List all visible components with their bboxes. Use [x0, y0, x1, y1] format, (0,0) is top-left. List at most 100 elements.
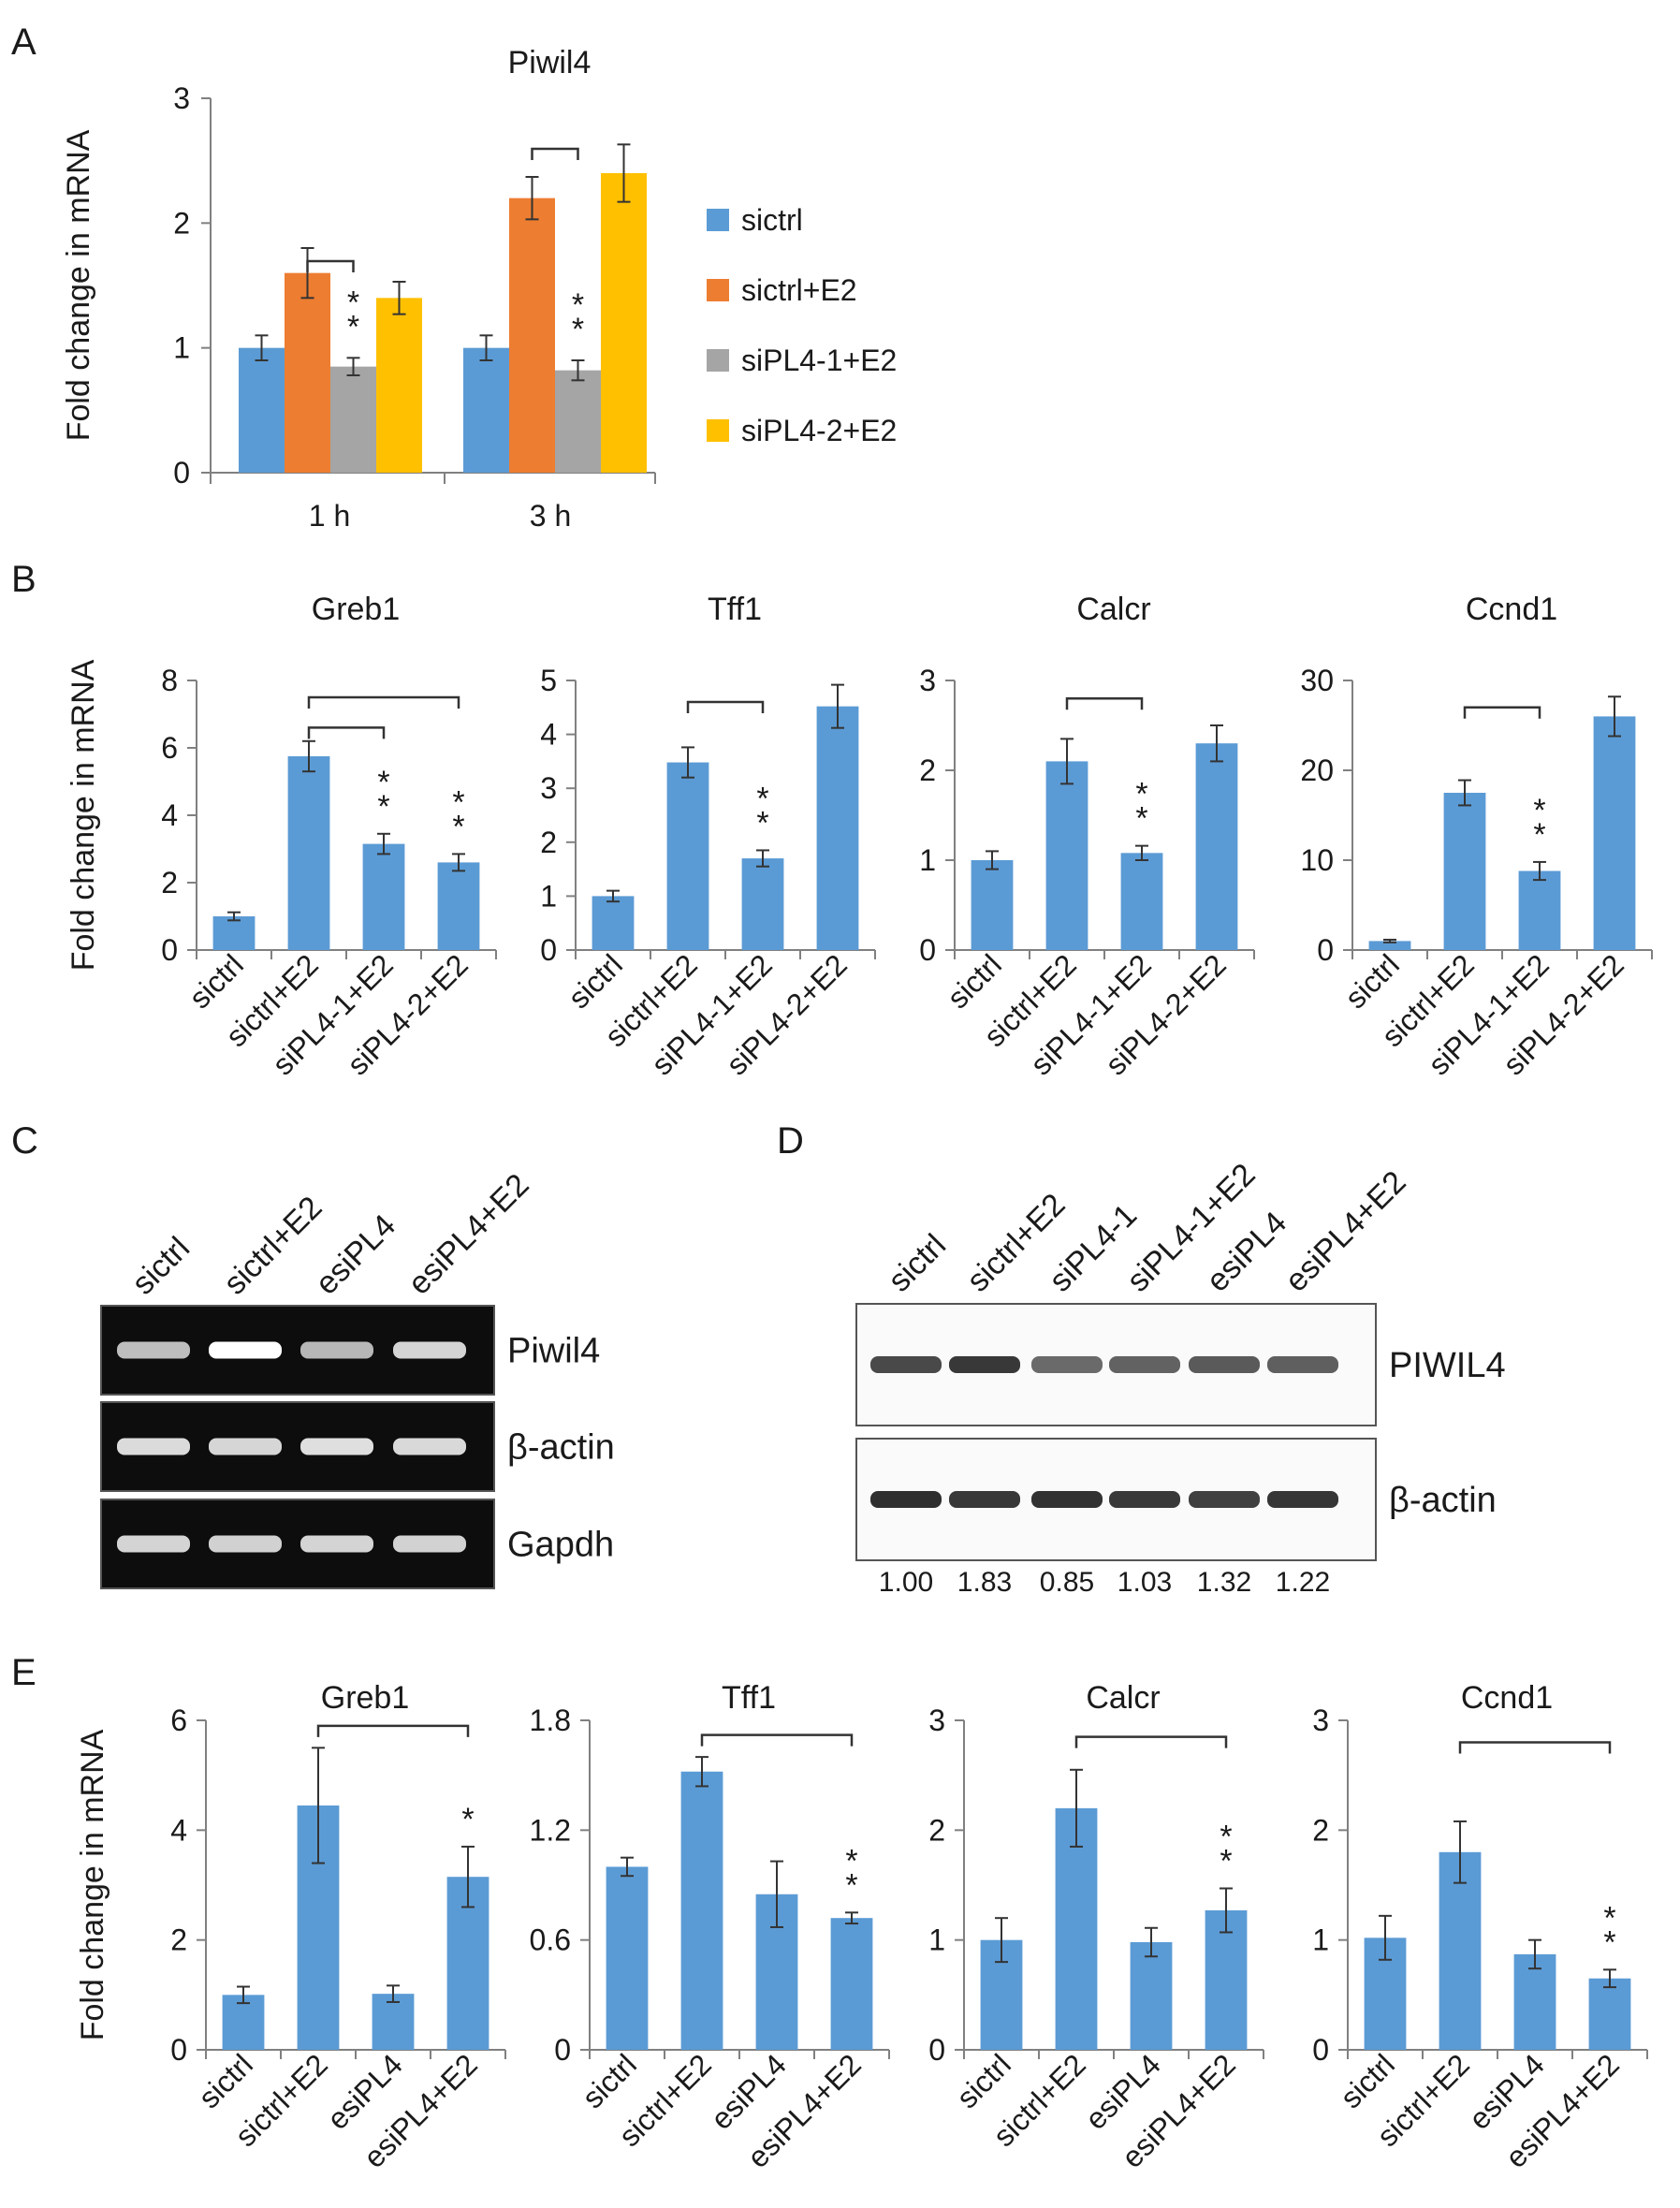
- blot-band: [1267, 1356, 1338, 1373]
- significance-star: *: [572, 287, 584, 323]
- bar-sictrl: [606, 1866, 649, 2050]
- legend-swatch: [707, 349, 729, 372]
- lane-label: esiPL4: [309, 1207, 402, 1301]
- significance-star: *: [1603, 1900, 1615, 1936]
- bar-siPL4-2+E2: [816, 706, 859, 950]
- panel-label-b: B: [11, 559, 37, 600]
- chart-title: Greb1: [312, 592, 401, 627]
- significance-star: *: [1533, 793, 1545, 828]
- blot-row-label: PIWIL4: [1389, 1346, 1506, 1385]
- significance-star: *: [756, 781, 768, 816]
- y-tick-label: 0: [170, 2033, 187, 2067]
- bar-esiPL4+E2: [1588, 1978, 1631, 2050]
- quantification-value: 1.00: [879, 1567, 933, 1598]
- panel-label-d: D: [777, 1120, 804, 1162]
- x-tick-label: sictrl: [183, 947, 250, 1015]
- y-tick-label: 2: [540, 826, 557, 859]
- y-tick-label: 0: [161, 933, 178, 967]
- gel-band: [393, 1438, 466, 1455]
- gel-band: [209, 1341, 282, 1359]
- gel-band: [393, 1341, 466, 1359]
- gel-row-label: Piwil4: [507, 1332, 600, 1371]
- y-tick-label: 4: [170, 1813, 187, 1847]
- x-tick-label: sictrl: [576, 2047, 643, 2114]
- y-tick-label: 2: [170, 1923, 187, 1957]
- blot-band: [1189, 1356, 1260, 1373]
- significance-star: *: [1220, 1820, 1232, 1855]
- bar-sictrl: [239, 347, 285, 473]
- y-tick-label: 0.6: [530, 1923, 571, 1957]
- x-tick-label: sictrl: [1334, 2047, 1401, 2114]
- significance-bracket: [316, 1724, 470, 1737]
- gel-band: [300, 1438, 373, 1455]
- significance-bracket: [307, 695, 460, 709]
- bar-siPL4-1+E2: [555, 370, 601, 473]
- panel-label-a: A: [11, 22, 37, 63]
- chart-title: Greb1: [321, 1680, 410, 1716]
- gel-row-label: β-actin: [507, 1428, 615, 1468]
- bar-siPL4-1+E2: [741, 858, 784, 950]
- legend-swatch: [707, 279, 729, 301]
- y-tick-label: 4: [161, 798, 178, 832]
- gel-band: [209, 1535, 282, 1553]
- significance-star: *: [845, 1843, 857, 1879]
- legend-label: siPL4-2+E2: [741, 414, 897, 447]
- bar-siPL4-2+E2: [376, 298, 422, 473]
- y-tick-label: 20: [1300, 753, 1334, 787]
- blot-row-label: β-actin: [1389, 1481, 1497, 1520]
- bar-sictrl: [1368, 941, 1411, 950]
- y-tick-label: 3: [928, 1704, 945, 1737]
- blot-band: [949, 1491, 1020, 1508]
- quantification-value: 0.85: [1040, 1567, 1094, 1598]
- bar-sictrl: [212, 916, 256, 950]
- bar-sictrl: [971, 860, 1014, 950]
- panel-d-blot: sictrl sictrl+E2siPL4-1siPL4-1+E2esiPL4es…: [855, 1157, 1506, 1598]
- y-axis-label: Fold change in mRNA: [66, 659, 101, 971]
- x-tick-label: sictrl: [562, 947, 629, 1015]
- significance-bracket: [686, 700, 765, 714]
- blot-band: [949, 1356, 1020, 1373]
- bar-siPL4-1+E2: [330, 366, 376, 473]
- y-tick-label: 3: [540, 771, 557, 805]
- bar-sictrl+E2: [285, 272, 330, 473]
- significance-star: *: [377, 789, 389, 825]
- significance-star: *: [756, 805, 768, 841]
- significance-bracket: [1074, 1735, 1228, 1748]
- legend-swatch: [707, 419, 729, 442]
- panel-e-charts: Greb1 Fold change in mRNA 0 2 4 6 sictrl sictrl…: [75, 1680, 1648, 2174]
- bar-sictrl: [463, 347, 509, 473]
- y-tick-label: 0: [919, 933, 936, 967]
- significance-bracket: [1463, 706, 1541, 719]
- chart-title: Calcr: [1076, 592, 1150, 627]
- significance-bracket: [1458, 1741, 1612, 1754]
- significance-star: *: [845, 1867, 857, 1903]
- bar-esiPL4: [1130, 1942, 1173, 2050]
- bar-sictrl: [592, 896, 635, 950]
- significance-bracket: [307, 726, 386, 739]
- y-tick-label: 2: [173, 206, 190, 240]
- y-tick-label: 0: [1312, 2033, 1329, 2067]
- legend-label: siPL4-1+E2: [741, 344, 897, 377]
- x-tick-label: 1 h: [309, 499, 350, 533]
- bar-sictrl+E2: [1045, 761, 1088, 950]
- bar-sictrl+E2: [666, 762, 709, 950]
- y-tick-label: 10: [1300, 843, 1334, 877]
- y-tick-label: 8: [161, 664, 178, 697]
- significance-bracket: [306, 259, 355, 272]
- significance-star: *: [1135, 777, 1147, 812]
- quantification-value: 1.03: [1118, 1567, 1172, 1598]
- chart-title: Tff1: [722, 1680, 776, 1716]
- gel-band: [117, 1535, 190, 1553]
- blot-band: [1109, 1356, 1180, 1373]
- significance-star: *: [452, 784, 464, 820]
- y-tick-label: 1: [928, 1923, 945, 1957]
- significance-star: *: [1220, 1844, 1232, 1879]
- y-tick-label: 0: [554, 2033, 571, 2067]
- x-tick-label: sictrl: [192, 2047, 259, 2114]
- y-tick-label: 6: [161, 731, 178, 765]
- significance-star: *: [461, 1802, 474, 1837]
- gel-band: [117, 1438, 190, 1455]
- y-tick-label: 1: [540, 879, 557, 913]
- legend-label: sictrl: [741, 203, 803, 237]
